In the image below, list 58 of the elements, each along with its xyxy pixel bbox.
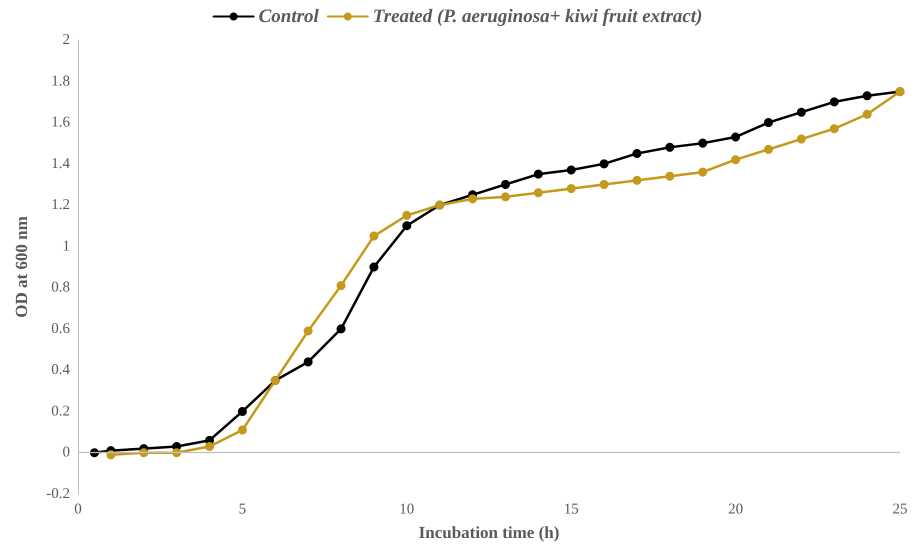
x-tick-label: 5 <box>238 502 246 518</box>
x-tick-label: 20 <box>728 502 744 518</box>
point <box>566 166 576 175</box>
point <box>665 172 674 181</box>
point <box>205 442 214 452</box>
y-tick-label: 2 <box>62 32 70 48</box>
y-tick-label: 0.6 <box>51 320 70 337</box>
x-tick-label: 15 <box>564 502 579 518</box>
point <box>369 232 378 241</box>
point <box>862 91 872 100</box>
x-axis-title: Incubation time (h) <box>418 523 560 542</box>
point <box>632 149 642 158</box>
point <box>238 426 247 435</box>
point <box>796 134 806 144</box>
point <box>238 406 247 416</box>
point <box>336 281 346 290</box>
point <box>632 176 642 185</box>
point <box>731 155 740 164</box>
y-tick-label: 1 <box>62 238 70 254</box>
y-tick-label: 0.4 <box>51 362 70 378</box>
point <box>304 326 313 336</box>
x-tick-label: 0 <box>74 502 82 518</box>
point <box>336 324 346 334</box>
point <box>796 108 806 117</box>
x-tick-label: 10 <box>399 502 414 518</box>
point <box>698 138 708 148</box>
y-tick-label: 0.8 <box>51 280 70 296</box>
point <box>468 194 478 204</box>
x-tick-label: 25 <box>892 502 908 518</box>
point <box>402 210 412 220</box>
y-tick-label: 1.8 <box>51 73 70 90</box>
point <box>698 168 708 177</box>
point <box>764 118 773 128</box>
point <box>369 262 378 272</box>
point <box>500 180 510 189</box>
point <box>500 192 510 202</box>
point <box>830 124 839 134</box>
point <box>600 180 609 189</box>
point <box>402 221 412 230</box>
y-tick-label: 0 <box>62 444 70 461</box>
y-tick-label: 1.2 <box>51 197 70 214</box>
legend-label: Treated (P. aeruginosa+ kiwi fruit extract) <box>372 6 702 27</box>
legend-label: Control <box>258 6 320 27</box>
y-tick-label: 1.6 <box>51 114 70 131</box>
point <box>304 357 313 366</box>
point <box>600 159 609 168</box>
y-tick-label: -0.2 <box>46 486 70 502</box>
point <box>862 110 872 119</box>
point <box>665 142 674 152</box>
y-tick-label: 1.4 <box>51 156 70 172</box>
point <box>830 97 839 106</box>
point <box>764 144 773 154</box>
point <box>731 132 740 142</box>
y-tick-label: 0.2 <box>51 403 70 420</box>
point <box>534 170 543 179</box>
point <box>566 184 576 194</box>
point <box>534 188 543 198</box>
y-axis-title: OD at 600 nm <box>12 216 31 318</box>
